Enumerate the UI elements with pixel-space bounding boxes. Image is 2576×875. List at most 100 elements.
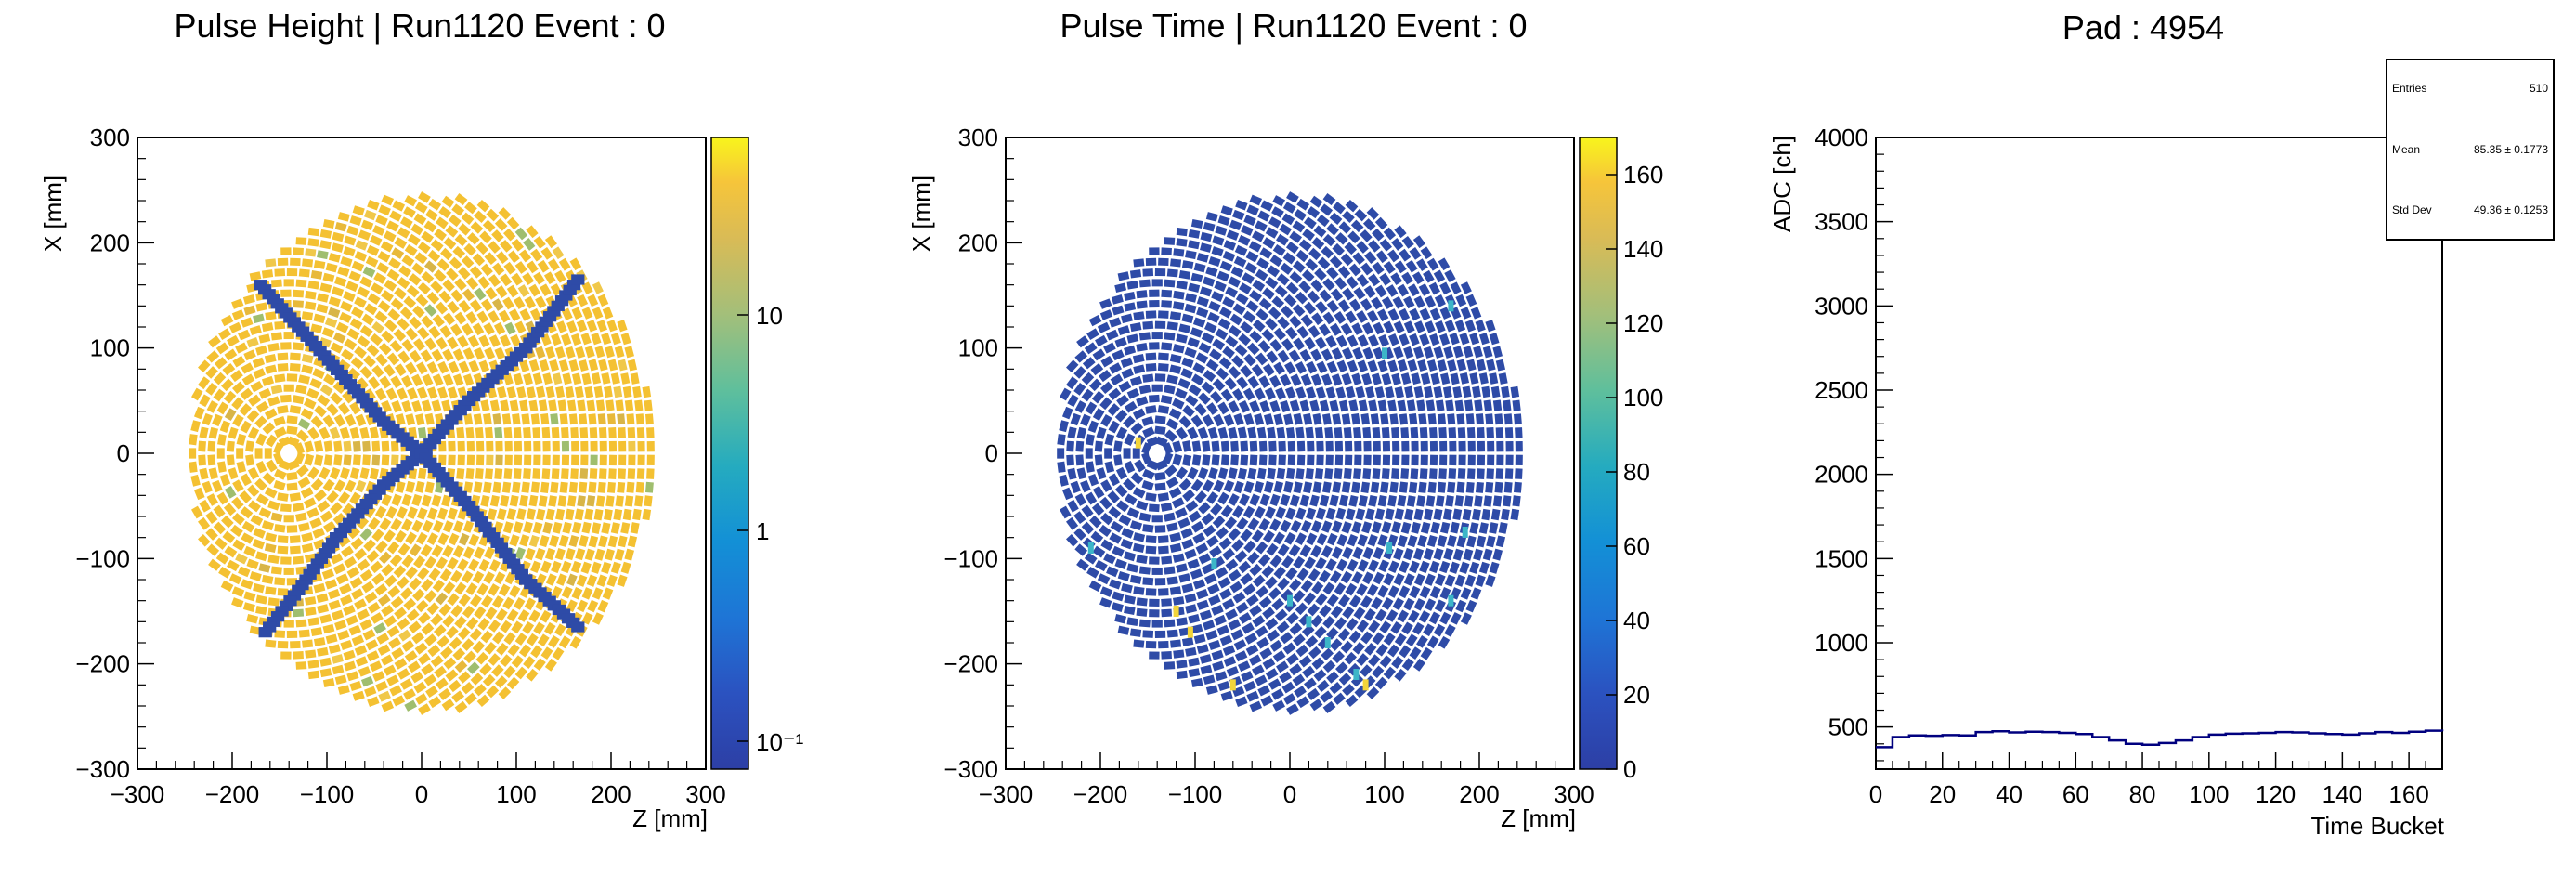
pad	[1308, 646, 1321, 660]
panel2-title: Pulse Time | Run1120 Event : 0	[1060, 7, 1528, 45]
pad	[231, 597, 244, 608]
pad	[1347, 334, 1359, 348]
pad	[1109, 317, 1122, 328]
pad	[618, 440, 627, 452]
pad	[1387, 399, 1397, 412]
pad	[1242, 622, 1255, 634]
pad	[442, 544, 454, 558]
pad	[1210, 503, 1223, 516]
pad	[1089, 515, 1102, 529]
pad	[498, 207, 512, 220]
pad	[1426, 257, 1439, 271]
pad	[1435, 399, 1445, 411]
pad	[1326, 594, 1339, 607]
x-tick-label: 100	[1364, 780, 1404, 808]
pad	[387, 585, 401, 598]
pad	[1321, 373, 1333, 386]
pad	[432, 520, 444, 533]
pad	[506, 284, 519, 298]
pad	[1073, 511, 1086, 525]
pad	[390, 375, 402, 388]
pad	[1424, 385, 1434, 398]
pad	[328, 307, 341, 318]
pad	[1336, 533, 1348, 547]
pad	[246, 409, 260, 423]
pad	[462, 546, 475, 559]
pad	[523, 238, 536, 251]
cbar-tick-label: 140	[1623, 235, 1663, 263]
pad	[1352, 546, 1364, 560]
pad	[480, 263, 493, 277]
pad	[1449, 440, 1457, 452]
pad	[347, 526, 360, 540]
pad	[1182, 454, 1192, 466]
pad	[255, 493, 269, 506]
pad	[598, 468, 607, 480]
pad	[1187, 337, 1200, 348]
pad	[310, 627, 323, 636]
pad	[1454, 399, 1464, 411]
pad	[1334, 440, 1344, 452]
pad	[476, 694, 490, 708]
pad	[1151, 515, 1163, 523]
pad	[355, 413, 367, 427]
pad	[454, 660, 468, 673]
pad	[1217, 426, 1229, 439]
pad	[442, 614, 455, 628]
pad	[551, 560, 562, 574]
pad	[287, 436, 300, 448]
pad	[1175, 507, 1188, 519]
pad	[539, 359, 550, 372]
pad	[352, 440, 361, 452]
pad	[359, 366, 373, 379]
pad	[503, 665, 516, 679]
pad	[470, 673, 484, 686]
pad	[1419, 560, 1430, 574]
pad	[1428, 281, 1441, 295]
pad	[337, 630, 350, 641]
pad	[1443, 346, 1454, 359]
pad	[1438, 333, 1451, 346]
pad	[622, 508, 632, 521]
pad	[1249, 700, 1263, 712]
pad	[532, 427, 541, 438]
pad	[412, 555, 426, 568]
pad	[1258, 595, 1272, 609]
pad	[1075, 440, 1085, 452]
pad	[1074, 350, 1088, 363]
pad	[1361, 521, 1373, 534]
pad	[1240, 529, 1253, 542]
pad	[474, 683, 487, 697]
pad	[482, 219, 496, 233]
pad	[1277, 543, 1290, 557]
pad	[1124, 460, 1136, 474]
pad	[314, 404, 327, 418]
pad	[1419, 468, 1428, 480]
pad	[1241, 225, 1254, 236]
pad	[512, 413, 521, 425]
pad	[1477, 440, 1486, 452]
pad	[300, 487, 314, 499]
pad	[394, 287, 407, 300]
pad	[1356, 310, 1368, 323]
pad	[1409, 646, 1422, 660]
pad	[1429, 468, 1438, 479]
pad	[587, 599, 599, 613]
pad	[1305, 386, 1317, 399]
pad	[255, 460, 267, 474]
pad	[1447, 413, 1456, 425]
pad	[1383, 320, 1395, 334]
pad	[1362, 426, 1372, 438]
panel1-tracks	[254, 274, 585, 638]
pad	[1287, 454, 1296, 466]
pad	[241, 579, 254, 590]
pad	[411, 399, 423, 413]
pad	[1302, 665, 1315, 678]
pad	[381, 194, 395, 206]
pad	[305, 649, 317, 659]
pad	[369, 426, 379, 439]
pad	[469, 299, 482, 313]
pad	[1145, 362, 1157, 372]
pad	[1190, 478, 1203, 492]
pad	[1246, 690, 1259, 702]
